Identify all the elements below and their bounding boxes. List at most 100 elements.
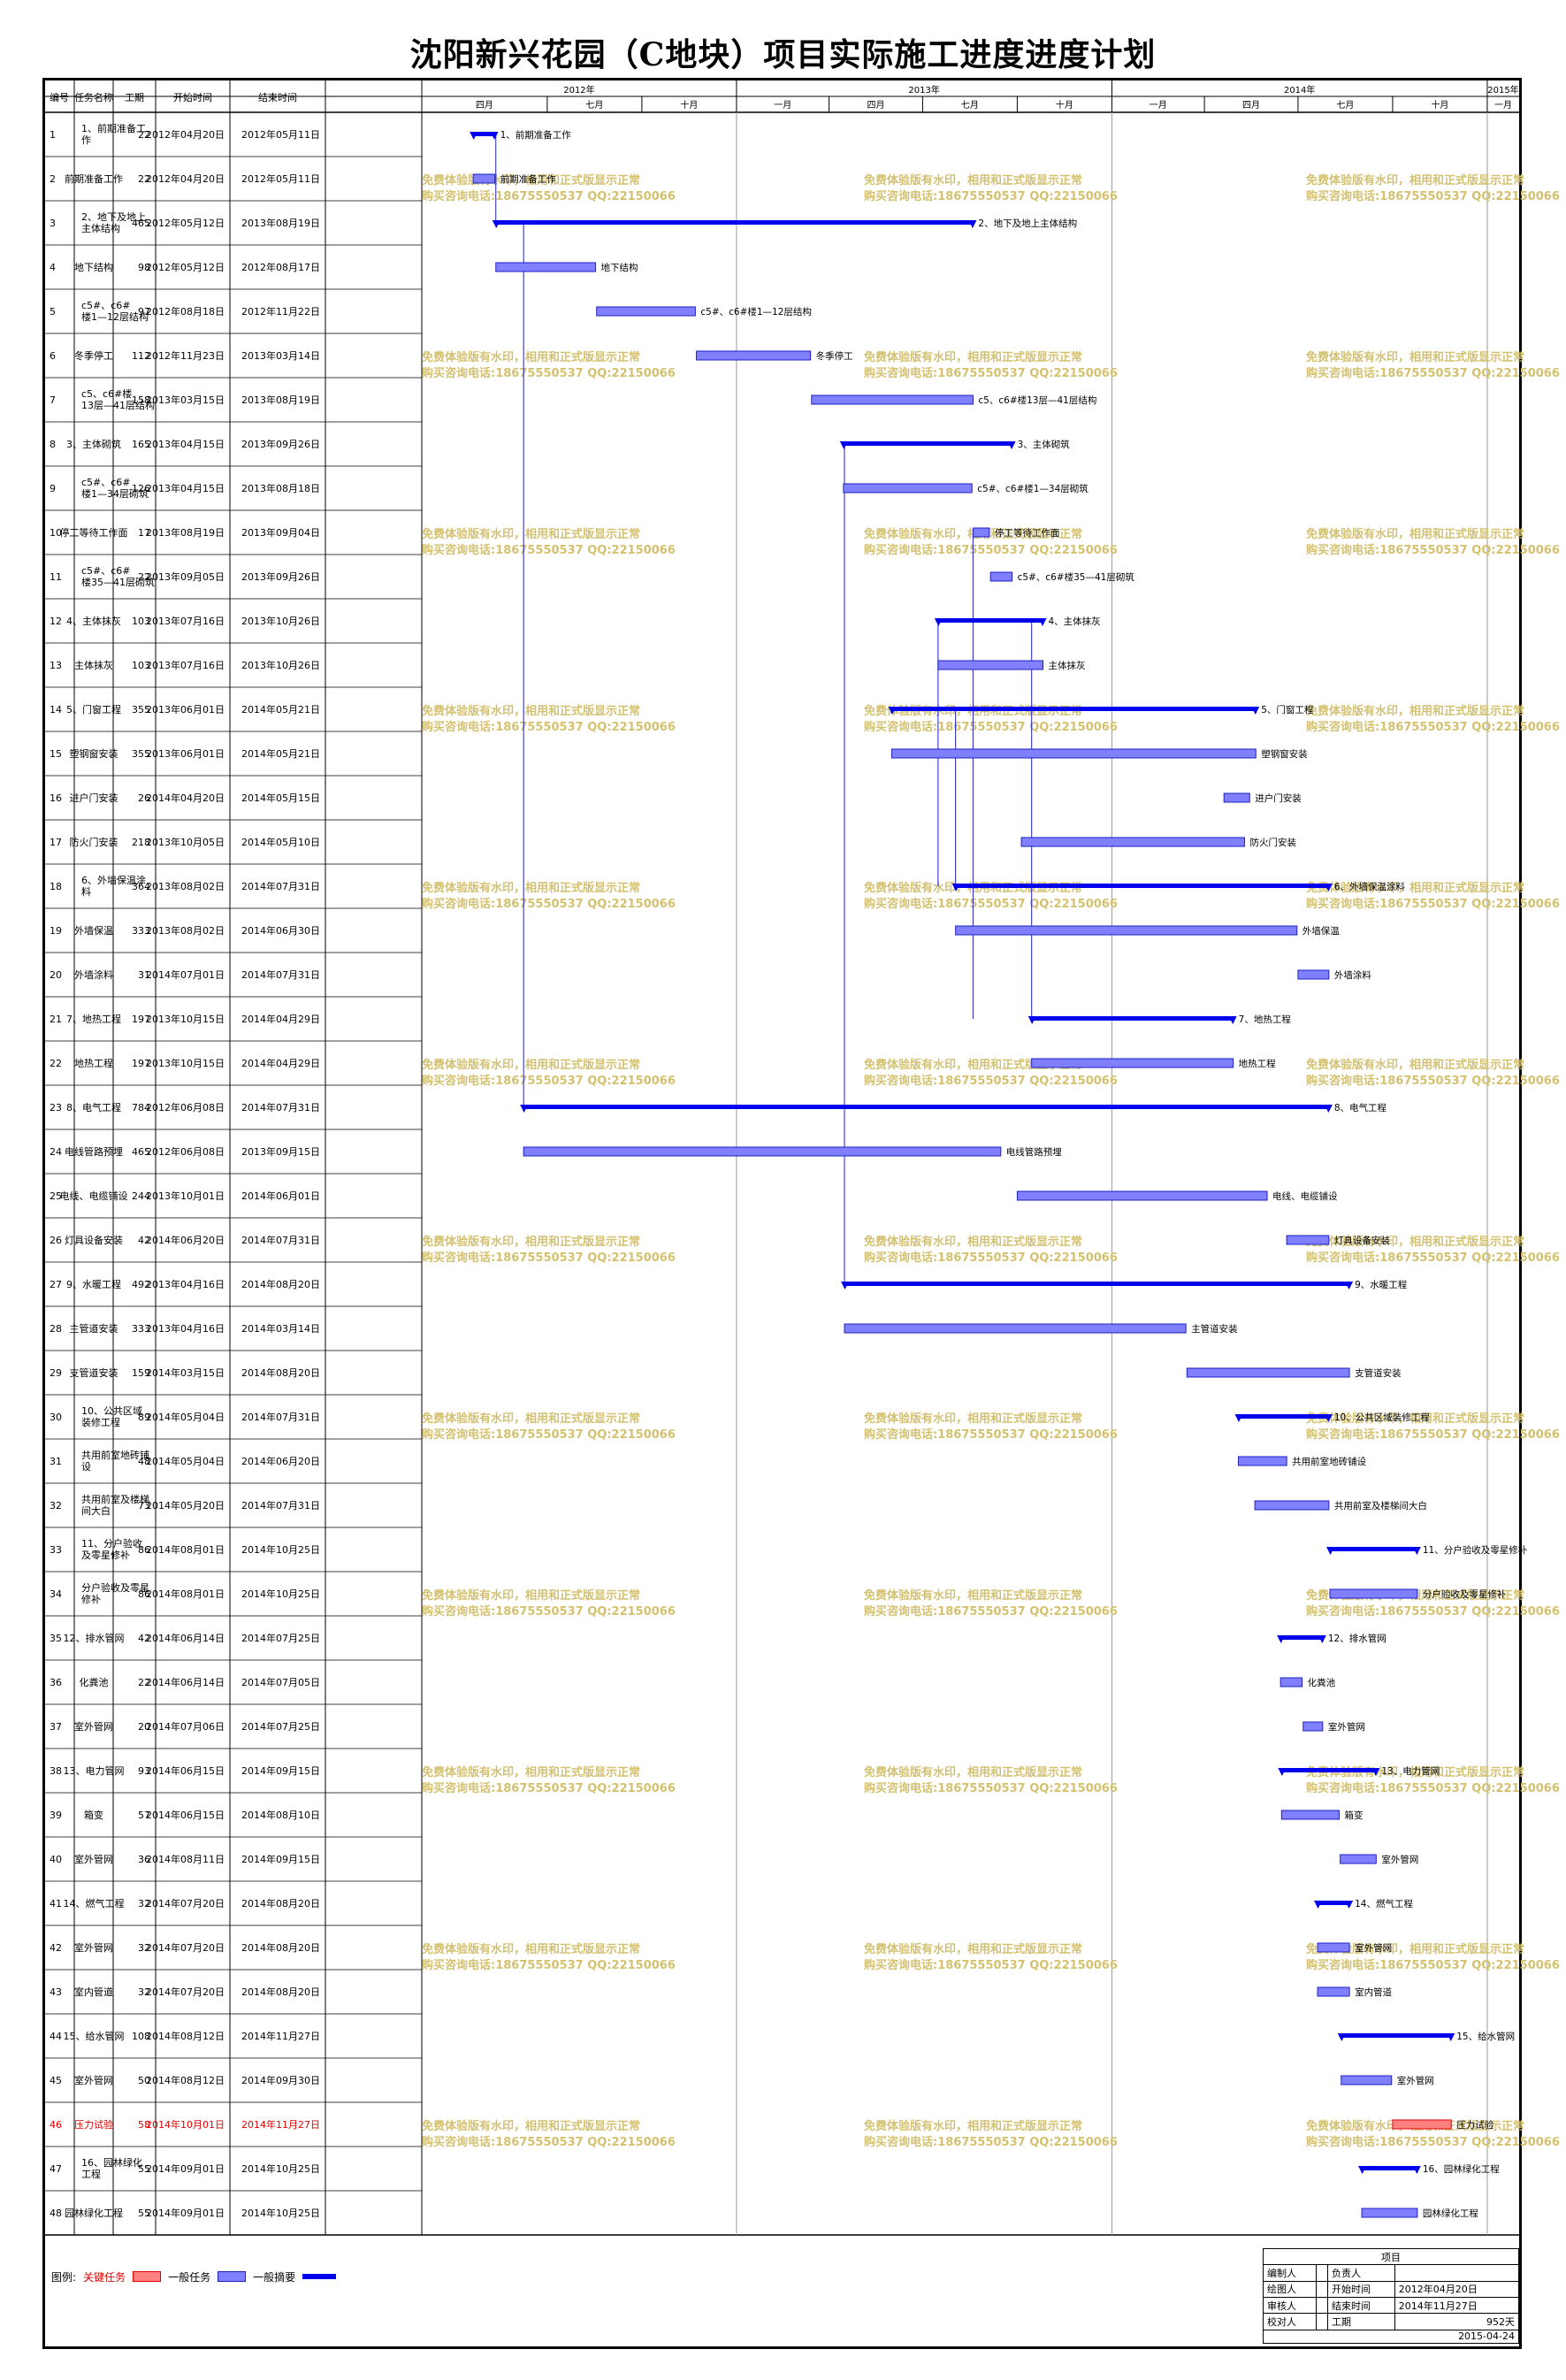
task-end: 2014年10月25日 <box>241 1543 320 1556</box>
task-end: 2013年09月15日 <box>241 1145 320 1158</box>
watermark-text: 购买咨询电话:18675550537 QQ:22150066 <box>422 2135 676 2149</box>
task-end: 2014年09月15日 <box>241 1853 320 1865</box>
task-start: 2013年04月15日 <box>146 482 225 494</box>
task-name: 11、分户验收 <box>81 1537 142 1550</box>
task-end: 2013年08月19日 <box>241 217 320 229</box>
task-name: 楼1—34层砌筑 <box>81 487 149 500</box>
task-duration: 55 <box>138 2163 150 2175</box>
task-start: 2013年03月15日 <box>146 394 225 406</box>
task-bar <box>843 483 973 494</box>
task-name: 14、燃气工程 <box>64 1897 125 1909</box>
task-duration: 465 <box>132 218 150 229</box>
page-title: 沈阳新兴花园（C地块）项目实际施工进度进度计划 <box>409 36 1157 73</box>
task-id: 1 <box>50 129 56 141</box>
quarter-label: 四月 <box>867 100 884 111</box>
task-duration: 159 <box>132 1367 150 1379</box>
bar-label: 1、前期准备工作 <box>500 129 572 141</box>
bar-label: 室外管网 <box>1397 2075 1434 2086</box>
watermark-text: 免费体验版有水印，相用和正式版显示正常 <box>864 350 1082 364</box>
bar-label: 地热工程 <box>1239 1058 1276 1069</box>
task-bar <box>1186 1367 1350 1378</box>
watermark-text: 免费体验版有水印，相用和正式版显示正常 <box>1306 1235 1524 1249</box>
task-bar <box>495 262 597 272</box>
watermark-text: 免费体验版有水印，相用和正式版显示正常 <box>1306 173 1524 187</box>
watermark-text: 购买咨询电话:18675550537 QQ:22150066 <box>864 189 1118 203</box>
watermark-text: 免费体验版有水印，相用和正式版显示正常 <box>864 1412 1082 1426</box>
task-end: 2014年06月30日 <box>241 924 320 937</box>
task-name: 料 <box>81 885 91 898</box>
task-id: 34 <box>50 1588 62 1600</box>
task-duration: 165 <box>132 439 150 450</box>
watermark-text: 免费体验版有水印，相用和正式版显示正常 <box>864 173 1082 187</box>
task-end: 2014年08月20日 <box>241 1897 320 1909</box>
summary-bar <box>1318 1901 1350 1905</box>
task-name: 地热工程 <box>74 1058 113 1069</box>
task-name: 2、地下及地上 <box>81 211 146 223</box>
watermark-text: 免费体验版有水印，相用和正式版显示正常 <box>864 1588 1082 1603</box>
task-name: 主体结构 <box>81 222 120 234</box>
task-duration: 48 <box>138 1456 150 1467</box>
task-end: 2012年08月17日 <box>241 261 320 273</box>
summary-cap-end <box>1371 1768 1380 1776</box>
task-name: c5#、c6# <box>81 477 131 488</box>
task-end: 2014年05月21日 <box>241 747 320 760</box>
info-value <box>1394 2264 1520 2282</box>
watermark-text: 购买咨询电话:18675550537 QQ:22150066 <box>864 543 1118 557</box>
task-id: 28 <box>50 1323 62 1335</box>
bar-label: 化粪池 <box>1308 1677 1336 1688</box>
summary-bar <box>843 441 1012 446</box>
info-value: 2012年04月20日 <box>1394 2280 1520 2299</box>
watermark-text: 购买咨询电话:18675550537 QQ:22150066 <box>1306 720 1560 734</box>
legend-summary-swatch <box>302 2274 337 2279</box>
task-start: 2014年10月01日 <box>146 2118 225 2131</box>
summary-cap-end <box>1038 618 1047 626</box>
task-end: 2014年08月20日 <box>241 1941 320 1954</box>
task-start: 2014年05月04日 <box>146 1455 225 1467</box>
task-duration: 112 <box>132 350 150 362</box>
info-label: 绘图人 <box>1262 2280 1318 2299</box>
bar-label: 前期准备工作 <box>500 173 556 185</box>
task-end: 2014年10月25日 <box>241 1588 320 1600</box>
task-end: 2013年03月14日 <box>241 349 320 362</box>
bar-label: 主管道安装 <box>1191 1323 1238 1335</box>
task-id: 32 <box>50 1500 62 1511</box>
task-name: 共用前室地砖铺 <box>81 1449 149 1461</box>
watermark-text: 免费体验版有水印，相用和正式版显示正常 <box>422 1588 640 1603</box>
task-name: 压力试验 <box>74 2118 113 2131</box>
watermark-text: 免费体验版有水印，相用和正式版显示正常 <box>864 1765 1082 1779</box>
task-bar <box>1020 837 1245 847</box>
watermark-text: 购买咨询电话:18675550537 QQ:22150066 <box>864 1251 1118 1265</box>
task-name: 7、地热工程 <box>66 1014 121 1025</box>
watermark-text: 购买咨询电话:18675550537 QQ:22150066 <box>864 1074 1118 1088</box>
watermark-text: 购买咨询电话:18675550537 QQ:22150066 <box>1306 543 1560 557</box>
bar-label: 压力试验 <box>1456 2119 1493 2131</box>
watermark-text: 购买咨询电话:18675550537 QQ:22150066 <box>1306 897 1560 911</box>
watermark-text: 购买咨询电话:18675550537 QQ:22150066 <box>422 189 676 203</box>
task-end: 2014年07月31日 <box>241 880 320 892</box>
watermark-text: 购买咨询电话:18675550537 QQ:22150066 <box>1306 189 1560 203</box>
task-end: 2014年07月31日 <box>241 1101 320 1113</box>
task-id: 29 <box>50 1367 62 1379</box>
task-duration: 42 <box>138 1235 150 1246</box>
task-start: 2014年09月01日 <box>146 2207 225 2219</box>
task-end: 2012年05月11日 <box>241 128 320 141</box>
task-name: 装修工程 <box>81 1416 120 1428</box>
summary-bar <box>1362 2166 1417 2170</box>
bar-label: 室外管网 <box>1328 1721 1365 1733</box>
info-value <box>1316 2297 1328 2315</box>
task-bar <box>523 1146 1002 1157</box>
task-name: 8、电气工程 <box>66 1101 121 1113</box>
task-start: 2012年06月08日 <box>146 1145 225 1158</box>
task-name: 修补 <box>81 1593 101 1605</box>
summary-cap-start <box>1325 1547 1334 1555</box>
task-duration: 126 <box>132 483 150 494</box>
task-end: 2014年08月20日 <box>241 1986 320 1998</box>
task-name: c5#、c6# <box>81 300 131 311</box>
summary-bar <box>495 220 974 225</box>
task-end: 2014年07月25日 <box>241 1632 320 1644</box>
legend-normal-swatch <box>218 2271 247 2282</box>
task-start: 2014年09月01日 <box>146 2162 225 2175</box>
task-duration: 197 <box>132 1058 150 1069</box>
task-id: 8 <box>50 439 56 450</box>
bar-label: 8、电气工程 <box>1334 1102 1387 1113</box>
